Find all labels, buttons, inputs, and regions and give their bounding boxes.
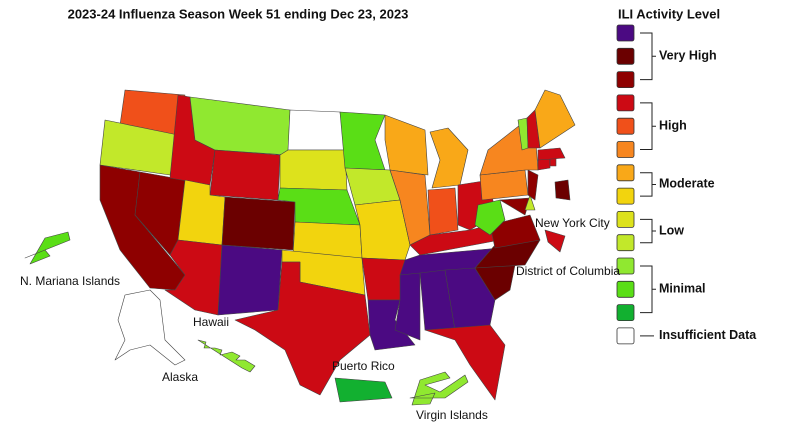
place-label: N. Mariana Islands (20, 274, 120, 288)
legend-swatch (616, 187, 635, 205)
region (429, 127, 469, 189)
region (489, 214, 541, 249)
region (361, 257, 406, 301)
place-label: Alaska (162, 370, 198, 384)
place-label: New York City (535, 216, 610, 230)
legend: Very High High Moderate Low Minimal Insuffici… (616, 24, 757, 345)
legend-swatch (616, 117, 635, 135)
legend-swatch (616, 141, 635, 158)
region (537, 147, 566, 161)
region (209, 149, 281, 201)
region (499, 197, 531, 216)
region (409, 371, 469, 406)
region (524, 194, 536, 211)
legend-swatch (616, 327, 635, 345)
region (384, 114, 429, 176)
region (527, 169, 539, 201)
region (394, 272, 421, 341)
legend-swatch (616, 257, 635, 275)
legend-label: Minimal (659, 282, 706, 296)
region (24, 231, 71, 265)
legend-swatch (616, 47, 635, 65)
region (424, 324, 506, 401)
region (444, 267, 496, 331)
place-label: Hawaii (193, 315, 229, 329)
legend-swatch (616, 304, 635, 322)
region (234, 261, 371, 396)
legend-title: ILI Activity Level (618, 6, 720, 21)
region (217, 244, 283, 316)
legend-label: Insufficient Data (659, 328, 757, 342)
regions (24, 89, 576, 406)
legend-swatch (616, 234, 635, 252)
legend-swatch (616, 164, 635, 182)
place-label: District of Columbia (516, 264, 620, 278)
legend-bracket (640, 32, 656, 81)
legend-swatch (616, 280, 635, 298)
labels: N. Mariana Islands Hawaii Alaska Puerto Ric… (20, 216, 620, 422)
region (427, 187, 459, 236)
region (334, 377, 393, 403)
region (197, 339, 256, 373)
legend-bracket (640, 102, 656, 150)
region (189, 96, 291, 156)
region (474, 199, 506, 236)
region (221, 196, 296, 251)
region (534, 89, 576, 149)
region (279, 149, 348, 191)
place-label: Puerto Rico (332, 359, 395, 373)
legend-swatch (616, 94, 635, 112)
region (287, 109, 346, 151)
legend-bracket (640, 265, 656, 314)
legend-label: Moderate (659, 177, 715, 191)
legend-swatch (616, 24, 635, 42)
legend-swatch (616, 71, 635, 88)
legend-swatch (616, 210, 635, 228)
legend-label: Very High (659, 49, 717, 63)
region (554, 179, 571, 201)
place-label: Virgin Islands (416, 408, 488, 422)
region (339, 111, 386, 171)
region (544, 229, 566, 253)
legend-bracket (640, 218, 656, 244)
map-title: 2023-24 Influenza Season Week 51 ending … (68, 6, 409, 21)
legend-label: High (659, 118, 687, 132)
legend-label: Low (659, 223, 684, 237)
region (114, 289, 186, 366)
legend-bracket (640, 172, 656, 197)
